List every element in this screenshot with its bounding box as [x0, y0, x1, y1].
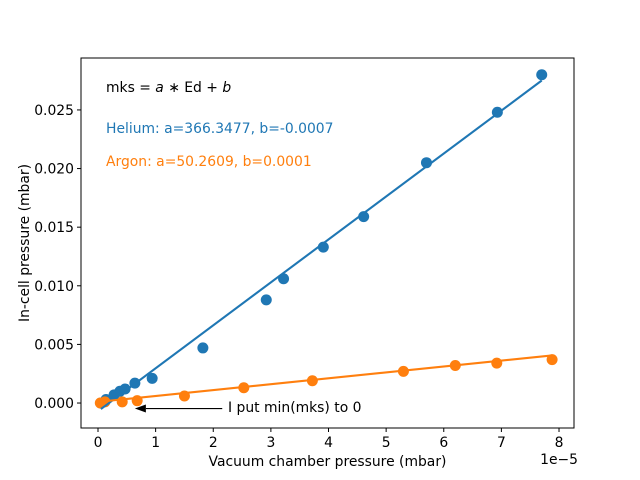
x-tick-label: 5: [382, 435, 391, 451]
y-tick-label: 0.010: [34, 279, 74, 295]
y-axis-label: In-cell pressure (mbar): [17, 164, 33, 322]
x-tick-label: 6: [439, 435, 448, 451]
x-tick-label: 0: [94, 435, 103, 451]
helium-data-point: [119, 383, 131, 395]
x-tick-label: 7: [497, 435, 506, 451]
y-tick-label: 0.025: [34, 103, 74, 119]
x-tick-label: 1: [151, 435, 160, 451]
helium-data-point: [358, 211, 370, 223]
x-offset-label: 1e−5: [540, 452, 578, 468]
plot-border: [80, 57, 575, 429]
equation-var-b: b: [222, 80, 232, 96]
helium-data-point: [536, 69, 548, 81]
y-tick-label: 0.000: [34, 396, 74, 412]
x-tick-label: 4: [324, 435, 333, 451]
x-tick-label: 2: [209, 435, 218, 451]
x-tick-label: 8: [555, 435, 564, 451]
argon-data-point: [546, 354, 558, 366]
arrow-note-annotation: I put min(mks) to 0: [228, 400, 362, 416]
equation-var-a: a: [155, 80, 164, 96]
y-tick-label: 0.020: [34, 162, 74, 178]
annotation-arrowhead-icon: [134, 404, 146, 413]
helium-data-point: [260, 294, 272, 306]
y-tick-label: 0.015: [34, 220, 74, 236]
y-tick-label: 0.005: [34, 337, 74, 353]
argon-data-point: [491, 357, 503, 369]
argon-fit-annotation: Argon: a=50.2609, b=0.0001: [106, 154, 312, 170]
argon-fit-line: [100, 354, 553, 403]
x-tick-label: 3: [266, 435, 275, 451]
equation-annotation: mks = a ∗ Ed + b: [106, 81, 231, 96]
helium-data-point: [146, 372, 158, 384]
equation-text-part: ∗ Ed +: [163, 80, 223, 96]
equation-text-part: mks =: [106, 80, 156, 96]
helium-data-point: [197, 342, 209, 354]
x-axis-label: Vacuum chamber pressure (mbar): [209, 454, 447, 470]
helium-fit-annotation: Helium: a=366.3477, b=-0.0007: [106, 121, 334, 137]
helium-fit-line: [100, 79, 543, 410]
